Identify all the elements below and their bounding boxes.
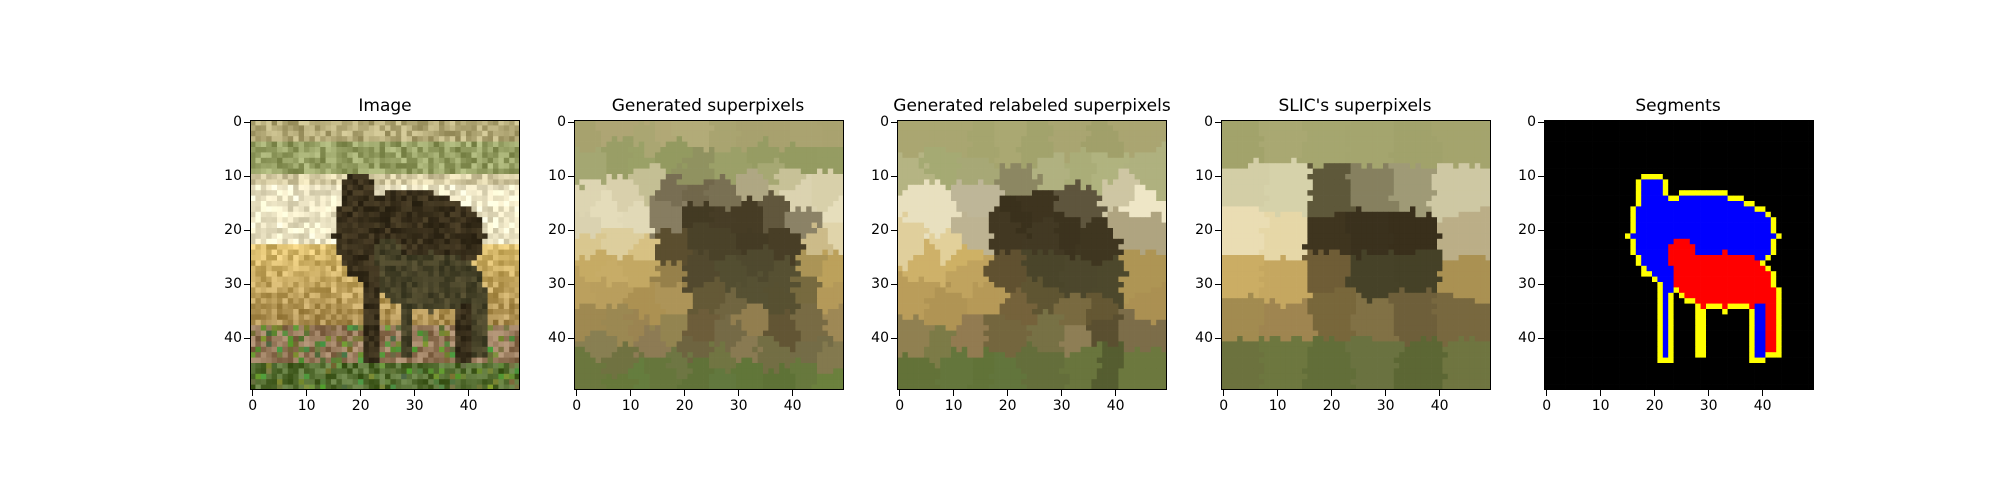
y-tick-label: 40 <box>867 331 897 345</box>
x-tick-label: 30 <box>1047 390 1077 414</box>
y-tick-label: 30 <box>1191 277 1221 291</box>
x-tick-label: 0 <box>562 390 592 414</box>
x-tick-label: 10 <box>616 390 646 414</box>
y-tick-label: 20 <box>544 223 574 237</box>
x-tick-label: 0 <box>238 390 268 414</box>
x-tick-label: 10 <box>292 390 322 414</box>
x-tick-label: 40 <box>1748 390 1778 414</box>
generated-relabeled-superpixels-panel: 0 10 20 30 40 0 10 20 30 40 <box>871 115 1167 414</box>
y-tick-label: 30 <box>220 277 250 291</box>
x-tick-label: 0 <box>1209 390 1239 414</box>
x-tick-label: 20 <box>993 390 1023 414</box>
photo-raster <box>250 120 520 390</box>
y-tick-label: 30 <box>867 277 897 291</box>
x-tick-label: 40 <box>1425 390 1455 414</box>
x-tick-label: 30 <box>400 390 430 414</box>
y-tick-label: 10 <box>867 169 897 183</box>
relabeled-raster <box>897 120 1167 390</box>
x-tick-label: 30 <box>1694 390 1724 414</box>
y-tick-label: 20 <box>220 223 250 237</box>
y-tick-label: 0 <box>1191 115 1221 129</box>
x-tick-label: 10 <box>1263 390 1293 414</box>
x-tick-label: 40 <box>454 390 484 414</box>
y-tick-label: 10 <box>220 169 250 183</box>
y-tick-label: 10 <box>1514 169 1544 183</box>
x-tick-label: 20 <box>1317 390 1347 414</box>
panel-title-slic-superpixels: SLIC's superpixels <box>1278 96 1432 116</box>
y-tick-label: 10 <box>544 169 574 183</box>
y-tick-label: 40 <box>220 331 250 345</box>
x-tick-label: 10 <box>1586 390 1616 414</box>
y-tick-label: 30 <box>544 277 574 291</box>
superpixels-raster <box>574 120 844 390</box>
x-tick-label: 10 <box>939 390 969 414</box>
image-panel: 0 10 20 30 40 0 10 20 30 40 <box>224 115 520 414</box>
panel-title-image: Image <box>358 96 412 116</box>
x-tick-label: 40 <box>1101 390 1131 414</box>
y-tick-label: 30 <box>1514 277 1544 291</box>
y-tick-label: 0 <box>1514 115 1544 129</box>
x-tick-label: 0 <box>1532 390 1562 414</box>
x-tick-label: 30 <box>724 390 754 414</box>
segments-raster <box>1544 120 1814 390</box>
segments-panel: 0 10 20 30 40 0 10 20 30 40 <box>1518 115 1814 414</box>
x-tick-label: 20 <box>670 390 700 414</box>
y-tick-label: 10 <box>1191 169 1221 183</box>
x-tick-label: 30 <box>1371 390 1401 414</box>
slic-raster <box>1221 120 1491 390</box>
y-tick-label: 40 <box>1514 331 1544 345</box>
y-tick-label: 20 <box>1514 223 1544 237</box>
generated-superpixels-panel: 0 10 20 30 40 0 10 20 30 40 <box>548 115 844 414</box>
slic-superpixels-panel: 0 10 20 30 40 0 10 20 30 40 <box>1195 115 1491 414</box>
panel-title-generated-relabeled-superpixels: Generated relabeled superpixels <box>893 96 1171 116</box>
x-tick-label: 20 <box>346 390 376 414</box>
x-tick-label: 0 <box>885 390 915 414</box>
y-tick-label: 0 <box>867 115 897 129</box>
y-tick-label: 20 <box>1191 223 1221 237</box>
x-tick-label: 20 <box>1640 390 1670 414</box>
y-tick-label: 0 <box>220 115 250 129</box>
y-tick-label: 0 <box>544 115 574 129</box>
y-tick-label: 40 <box>544 331 574 345</box>
y-tick-label: 20 <box>867 223 897 237</box>
panel-title-generated-superpixels: Generated superpixels <box>611 96 805 116</box>
y-tick-label: 40 <box>1191 331 1221 345</box>
panel-title-segments: Segments <box>1635 96 1721 116</box>
x-tick-label: 40 <box>778 390 808 414</box>
